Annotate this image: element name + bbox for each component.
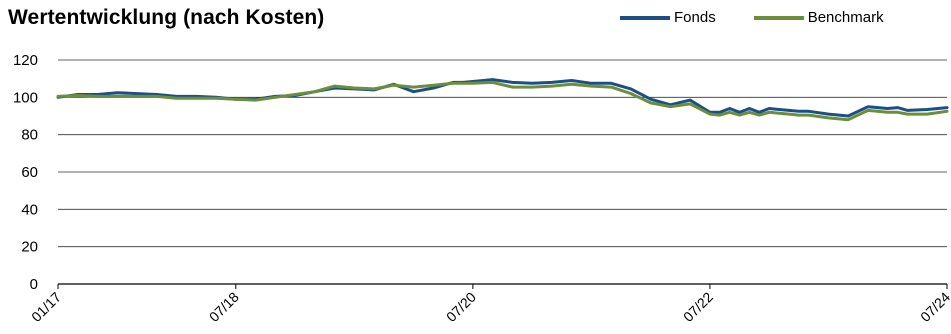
legend-label-benchmark: Benchmark [807, 9, 884, 26]
legend-swatch-fonds [620, 15, 670, 20]
x-tick-label-07-22: 07/22 [680, 289, 716, 325]
x-axis-ticks: 01/17 07/18 07/20 07/22 07/24 [28, 284, 951, 325]
legend-swatch-benchmark [753, 15, 804, 20]
series-line-benchmark [56, 80, 949, 122]
x-tick-label-07-18: 07/18 [206, 289, 242, 325]
legend-label-fonds: Fonds [674, 9, 716, 26]
y-tick-label-120: 120 [13, 52, 38, 69]
x-tick-label-01-17: 01/17 [28, 289, 64, 325]
y-tick-label-60: 60 [21, 164, 38, 181]
legend-item-benchmark: Benchmark [753, 9, 884, 26]
legend-item-fonds: Fonds [620, 9, 716, 26]
y-tick-label-0: 0 [30, 276, 38, 293]
series-lines [56, 78, 949, 122]
y-tick-label-20: 20 [21, 239, 38, 256]
y-tick-label-80: 80 [21, 127, 38, 144]
legend: Fonds Benchmark [620, 9, 922, 26]
chart-title: Wertentwicklung (nach Kosten) [8, 6, 325, 29]
grid-lines [58, 59, 947, 285]
y-tick-label-100: 100 [13, 89, 38, 106]
x-tick-label-07-20: 07/20 [443, 289, 479, 325]
y-axis-ticks: 0 20 40 60 80 100 120 [13, 52, 38, 293]
x-tick-label-07-24: 07/24 [917, 289, 951, 325]
y-tick-label-40: 40 [21, 201, 38, 218]
